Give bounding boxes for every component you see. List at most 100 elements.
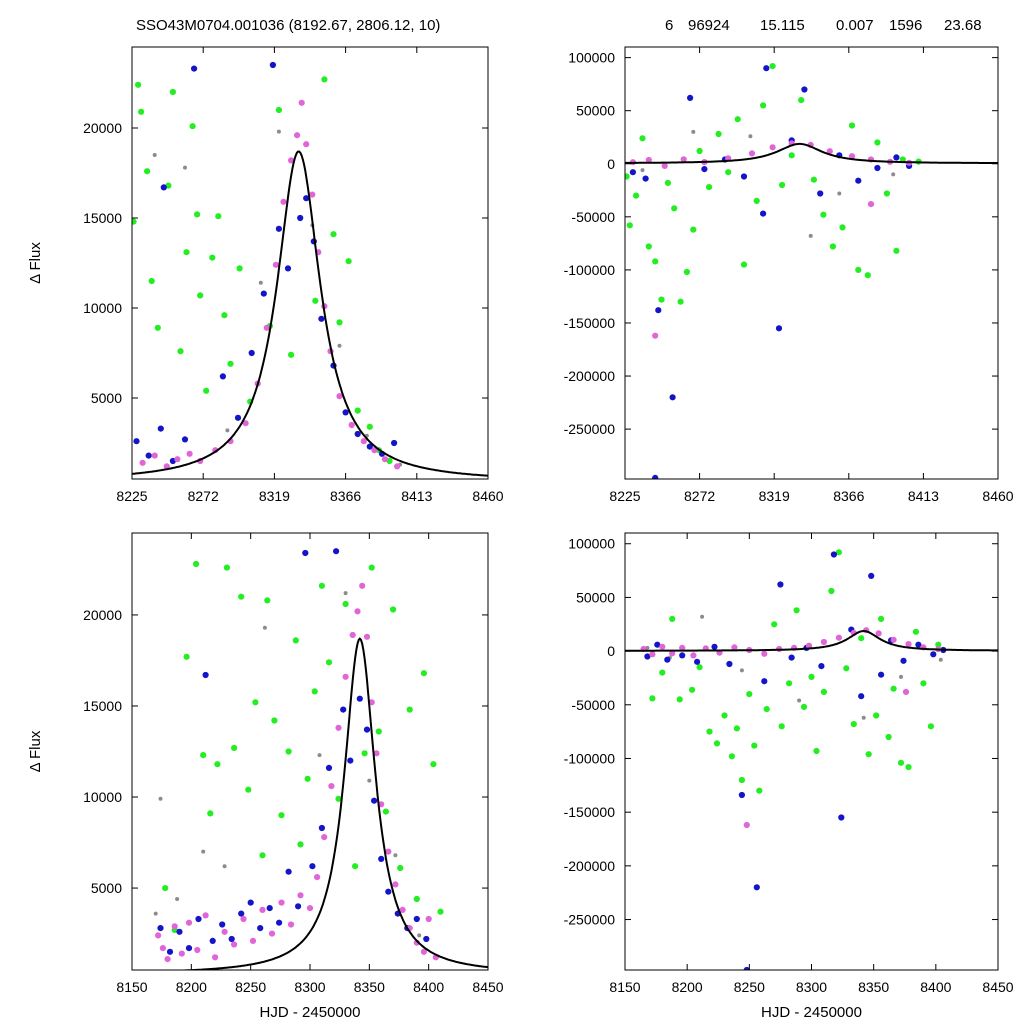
data-point-green [354,407,361,414]
data-points-top-right [625,63,998,479]
data-point-green [763,706,770,713]
data-point-pink [659,643,666,650]
data-point-pink [303,141,310,148]
data-point-green [203,387,210,394]
data-point-blue [391,439,398,447]
data-point-green [874,139,881,146]
plot-frame [131,46,489,480]
data-point-green [264,597,271,604]
data-point-pink [272,261,279,268]
data-point-pink [394,463,401,470]
data-point-green [839,224,846,231]
y-tick-label: 0 [607,156,615,172]
y-tick-label: -50000 [571,209,615,225]
data-point-green [865,751,872,758]
data-point-green [760,102,767,109]
data-point-green [382,808,389,815]
data-point-pink [298,99,305,106]
x-tick-label: 8400 [920,979,951,995]
data-point-green [738,776,746,784]
panel-top-left: 8225 8272 8319 8366 8413 8460 5000 10000 15000 20… [27,46,504,504]
data-point-pink [231,941,238,948]
data-points-top-left [132,61,488,477]
model-curve [625,142,998,164]
data-point-green [753,197,760,204]
data-point-blue [309,863,316,870]
data-point-pink [679,644,686,652]
data-point-pink [902,688,910,696]
data-point-blue [166,948,174,955]
data-point-gray [337,343,342,348]
data-point-pink [645,156,652,164]
data-point-pink [294,132,301,139]
data-point-blue [669,394,676,401]
data-point-green [664,179,672,186]
data-point-green [676,696,683,703]
x-tick-label: 8350 [354,979,385,995]
data-point-blue [642,175,649,182]
data-point-green [696,147,703,155]
data-point-green [183,249,190,256]
data-point-pink [297,892,304,899]
data-point-green [788,152,795,159]
data-point-blue [285,868,292,875]
data-point-blue [185,945,193,952]
data-point-green [144,168,151,175]
data-point-pink [164,956,171,963]
y-tick-label: -100000 [564,750,616,766]
data-point-blue [160,184,167,191]
data-point-green [390,606,397,613]
data-point-pink [826,148,833,155]
data-point-green [138,108,145,115]
data-point-green [855,266,862,273]
data-point-blue [363,726,371,733]
y-tick-label: -250000 [564,421,616,437]
data-point-pink [336,393,343,400]
data-point-pink [212,954,219,961]
data-point-pink [242,420,249,427]
y-tick-label: 5000 [91,880,122,896]
data-point-green [706,728,713,735]
y-tick-label: -200000 [564,858,616,874]
data-point-green [733,725,741,732]
data-point-green [135,81,142,88]
data-point-green [214,761,221,768]
data-point-blue [340,706,347,713]
data-point-green [200,752,207,759]
x-tick-label: 8366 [330,488,361,504]
data-point-green [633,192,640,199]
data-point-pink [731,644,738,651]
data-point-blue [858,693,865,700]
data-point-green [194,211,201,218]
data-point-blue [176,928,183,935]
data-point-green [793,607,800,614]
data-point-gray [938,657,943,662]
data-point-blue [318,315,325,322]
data-point-green [292,637,299,644]
data-point-green [659,669,666,676]
y-tick-label: -200000 [564,368,616,384]
data-point-blue [157,425,164,432]
data-point-green [835,549,843,556]
data-point-gray [891,172,896,177]
data-point-pink [174,456,181,463]
data-point-gray [797,698,802,703]
y-tick-label: 5000 [91,390,122,406]
data-point-blue [818,663,825,670]
data-point-pink [278,899,285,906]
data-point-green [368,564,375,571]
data-point-green [413,895,420,903]
data-point-green [677,298,684,305]
header-field-5: 1596 [889,17,922,34]
data-point-green [197,292,204,299]
data-point-pink [371,447,378,454]
data-point-blue [644,653,651,660]
data-point-pink [178,950,185,957]
data-point-green [252,699,259,706]
data-point-gray [158,796,163,801]
data-point-green [778,723,785,730]
x-tick-label: 8150 [609,979,640,995]
data-point-blue [269,61,276,69]
data-point-gray [899,674,903,679]
